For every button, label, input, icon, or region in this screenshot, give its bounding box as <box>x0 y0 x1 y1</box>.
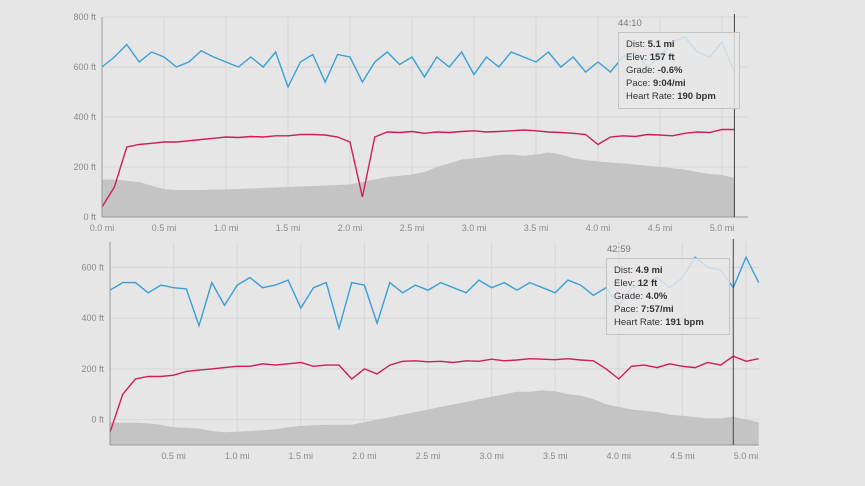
tip-pace: 7:57/mi <box>640 304 674 315</box>
x-tick-label: 3.0 mi <box>462 223 487 233</box>
x-tick-label: 0.5 mi <box>161 451 186 461</box>
tip-hr-label: Heart Rate: <box>614 317 663 328</box>
x-tick-label: 4.0 mi <box>586 223 611 233</box>
x-tick-label: 3.5 mi <box>524 223 549 233</box>
tip-grade: 4.0% <box>645 291 668 302</box>
tip-dist: 4.9 mi <box>635 265 663 276</box>
x-tick-label: 0.0 mi <box>90 223 115 233</box>
x-tick-label: 2.0 mi <box>338 223 363 233</box>
tip-elev: 157 ft <box>649 52 675 63</box>
tooltip-2: Dist: 4.9 mi Elev: 12 ft Grade: 4.0% Pac… <box>606 258 730 335</box>
x-tick-label: 3.0 mi <box>479 451 504 461</box>
x-tick-label: 2.5 mi <box>400 223 425 233</box>
x-tick-label: 2.5 mi <box>416 451 441 461</box>
tip-grade-label: Grade: <box>626 65 656 76</box>
x-tick-label: 2.0 mi <box>352 451 377 461</box>
y-tick-label: 400 ft <box>73 112 96 122</box>
x-tick-label: 4.0 mi <box>607 451 632 461</box>
x-tick-label: 3.5 mi <box>543 451 568 461</box>
x-tick-label: 1.5 mi <box>276 223 301 233</box>
tip-dist-label: Dist: <box>614 265 633 276</box>
chart-2: 0 ft 200 ft 400 ft 600 ft 0.5 mi 1.0 mi 1.5 mi… <box>81 239 760 461</box>
x-tick-label: 4.5 mi <box>670 451 695 461</box>
tip-elev-label: Elev: <box>626 52 648 63</box>
y-tick-label: 600 ft <box>81 262 104 272</box>
tip-dist-label: Dist: <box>626 39 645 50</box>
y-tick-label: 0 ft <box>83 212 96 222</box>
y-tick-label: 200 ft <box>73 162 96 172</box>
series-heart_rate-line <box>101 128 735 208</box>
tip-pace-label: Pace: <box>614 304 639 315</box>
tip-elev-label: Elev: <box>614 278 636 289</box>
x-tick-label: 0.5 mi <box>152 223 177 233</box>
chart-1: 0 ft 200 ft 400 ft 600 ft 800 ft 0.0 mi 0.5 mi… <box>73 12 748 233</box>
y-tick-label: 200 ft <box>81 364 104 374</box>
tip-grade-label: Grade: <box>614 291 644 302</box>
tip-elev: 12 ft <box>637 278 658 289</box>
tip-hr: 190 bpm <box>677 91 716 102</box>
y-tick-label: 800 ft <box>73 12 96 22</box>
x-tick-label: 4.5 mi <box>648 223 673 233</box>
x-tick-label: 5.0 mi <box>710 223 735 233</box>
tip-hr: 191 bpm <box>665 317 704 328</box>
y-tick-label: 600 ft <box>73 62 96 72</box>
tooltip-1-time: 44:10 <box>618 18 642 29</box>
series-elevation-area <box>102 152 735 217</box>
tip-dist: 5.1 mi <box>647 39 675 50</box>
x-tick-label: 1.0 mi <box>225 451 250 461</box>
tooltip-2-time: 42:59 <box>607 244 631 255</box>
tip-grade: -0.6% <box>657 65 683 76</box>
x-tick-label: 1.5 mi <box>289 451 314 461</box>
x-tick-label: 5.0 mi <box>734 451 759 461</box>
x-tick-label: 1.0 mi <box>214 223 239 233</box>
series-elevation-area <box>110 390 759 445</box>
y-tick-label: 0 ft <box>91 415 104 425</box>
tooltip-1: Dist: 5.1 mi Elev: 157 ft Grade: -0.6% P… <box>618 32 740 109</box>
tip-pace: 9:04/mi <box>652 78 686 89</box>
tip-pace-label: Pace: <box>626 78 651 89</box>
y-tick-label: 400 ft <box>81 313 104 323</box>
series-heart_rate-line <box>109 355 759 433</box>
tip-hr-label: Heart Rate: <box>626 91 675 102</box>
